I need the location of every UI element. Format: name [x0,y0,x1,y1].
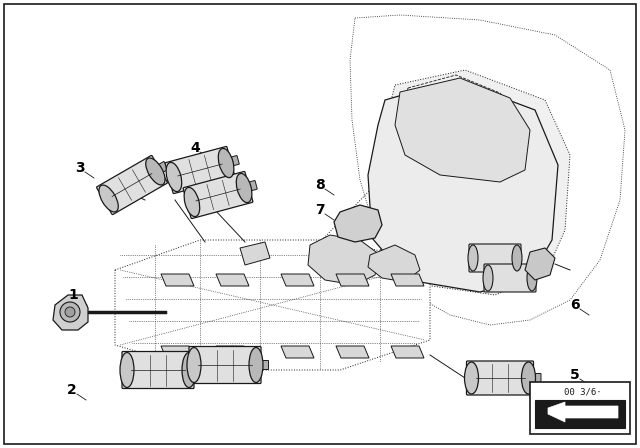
FancyBboxPatch shape [227,155,239,167]
Text: 6: 6 [570,298,580,312]
Ellipse shape [236,173,252,202]
Text: 8: 8 [315,178,325,192]
Text: 5: 5 [570,368,580,382]
Polygon shape [395,78,530,182]
FancyBboxPatch shape [469,244,521,272]
Text: 00 3/6·: 00 3/6· [564,388,602,396]
Polygon shape [391,274,424,286]
Polygon shape [281,346,314,358]
FancyBboxPatch shape [530,374,541,383]
Polygon shape [336,274,369,286]
Ellipse shape [512,245,522,271]
Polygon shape [308,235,380,285]
Polygon shape [161,346,194,358]
Ellipse shape [522,362,536,394]
Polygon shape [368,245,420,282]
Ellipse shape [182,353,196,388]
Ellipse shape [465,362,479,394]
Ellipse shape [184,187,200,216]
FancyBboxPatch shape [183,172,253,219]
Polygon shape [216,274,249,286]
Polygon shape [391,346,424,358]
Ellipse shape [527,265,537,291]
FancyBboxPatch shape [484,264,536,292]
Polygon shape [336,346,369,358]
Ellipse shape [187,348,201,383]
Text: 3: 3 [75,161,85,175]
FancyBboxPatch shape [189,346,261,383]
Text: 7: 7 [315,203,325,217]
Polygon shape [548,402,618,422]
Polygon shape [216,346,249,358]
Ellipse shape [249,348,263,383]
FancyBboxPatch shape [467,361,534,395]
Polygon shape [350,15,625,325]
FancyBboxPatch shape [191,366,202,375]
Polygon shape [334,205,382,242]
Polygon shape [161,274,194,286]
Ellipse shape [483,265,493,291]
FancyBboxPatch shape [97,155,168,215]
Polygon shape [53,295,88,330]
Polygon shape [115,240,430,370]
Ellipse shape [99,185,118,212]
Circle shape [65,307,75,317]
Polygon shape [281,274,314,286]
FancyBboxPatch shape [122,352,194,388]
Ellipse shape [166,162,182,192]
Text: 1: 1 [68,288,78,302]
Polygon shape [525,248,555,280]
Circle shape [60,302,80,322]
Ellipse shape [146,158,165,185]
Text: 4: 4 [190,141,200,155]
Ellipse shape [218,148,234,177]
Ellipse shape [468,245,478,271]
FancyBboxPatch shape [165,146,235,194]
Ellipse shape [120,353,134,388]
Polygon shape [378,70,570,295]
Bar [530,382,630,434]
FancyBboxPatch shape [155,162,168,174]
Polygon shape [368,80,558,292]
Bar [535,400,625,428]
Text: 2: 2 [67,383,77,397]
FancyBboxPatch shape [257,361,269,370]
FancyBboxPatch shape [244,181,257,192]
Polygon shape [240,242,270,265]
